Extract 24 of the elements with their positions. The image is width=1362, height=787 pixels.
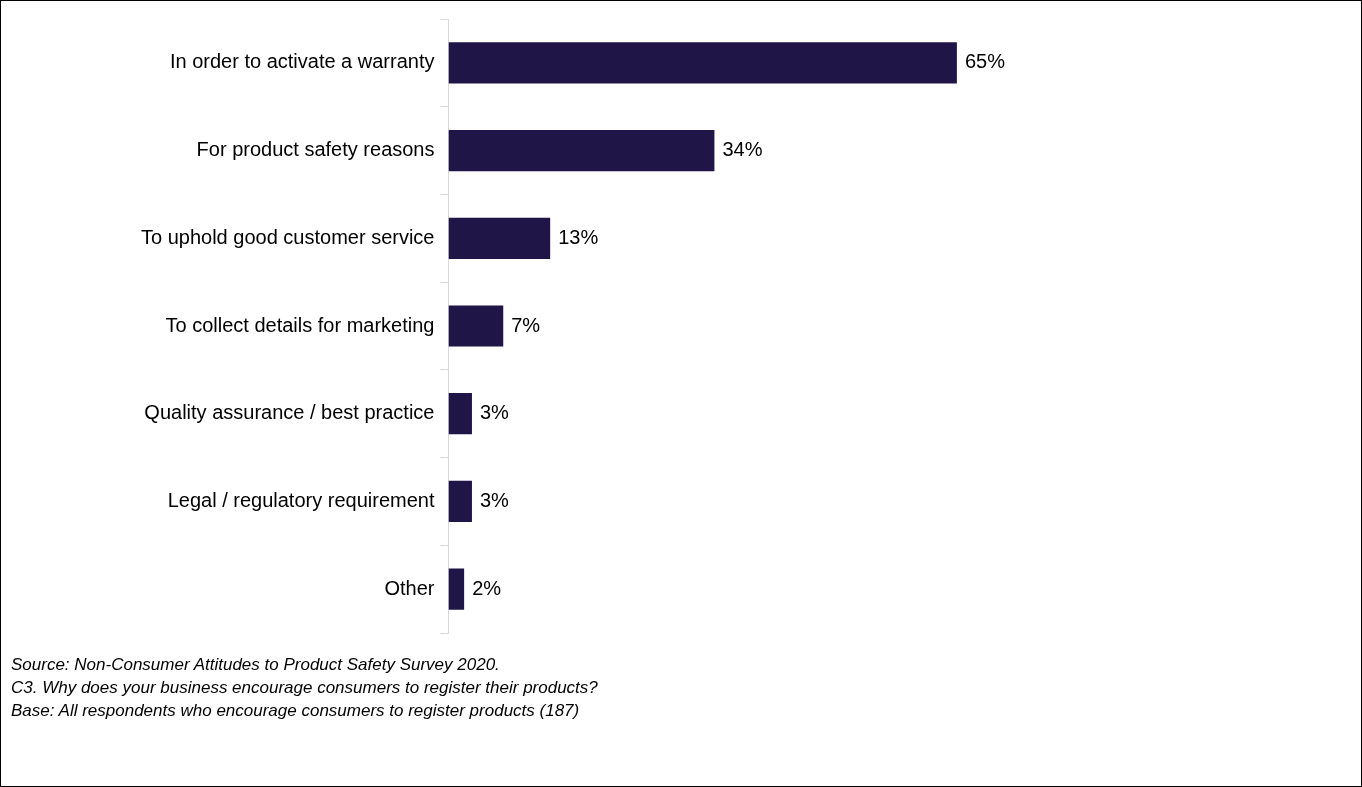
y-tick-label: Other [384,576,435,599]
data-label: 3% [479,401,510,424]
y-tick-label: Legal / regulatory requirement [167,488,435,511]
text: C3. Why does your business encourage consumers to register their products? [11,677,598,699]
source-note: Source: Non-Consumer Attitudes to Product Safety Survey 2020. [11,654,501,676]
data-label: 13% [558,225,599,248]
text: Base: All respondents who encourage consumers to register products (187) [11,700,581,722]
bar [448,42,957,84]
data-label: 34% [722,138,763,161]
y-tick-label: In order to activate a warranty [169,50,435,73]
data-label: 7% [511,313,541,336]
bar [448,568,465,610]
bar [448,480,472,523]
y-tick-label: To uphold good customer service [141,225,435,248]
bar [448,129,715,172]
bar [448,217,551,259]
data-label: 3% [479,488,510,511]
data-label: 2% [472,576,502,599]
y-tick-label: For product safety reasons [196,138,435,161]
bar [448,305,504,347]
bar [448,393,472,435]
data-label: 65% [964,50,1006,73]
y-tick-label: Quality assurance / best practice [144,401,435,424]
y-tick-label: To collect details for marketing [165,313,435,336]
